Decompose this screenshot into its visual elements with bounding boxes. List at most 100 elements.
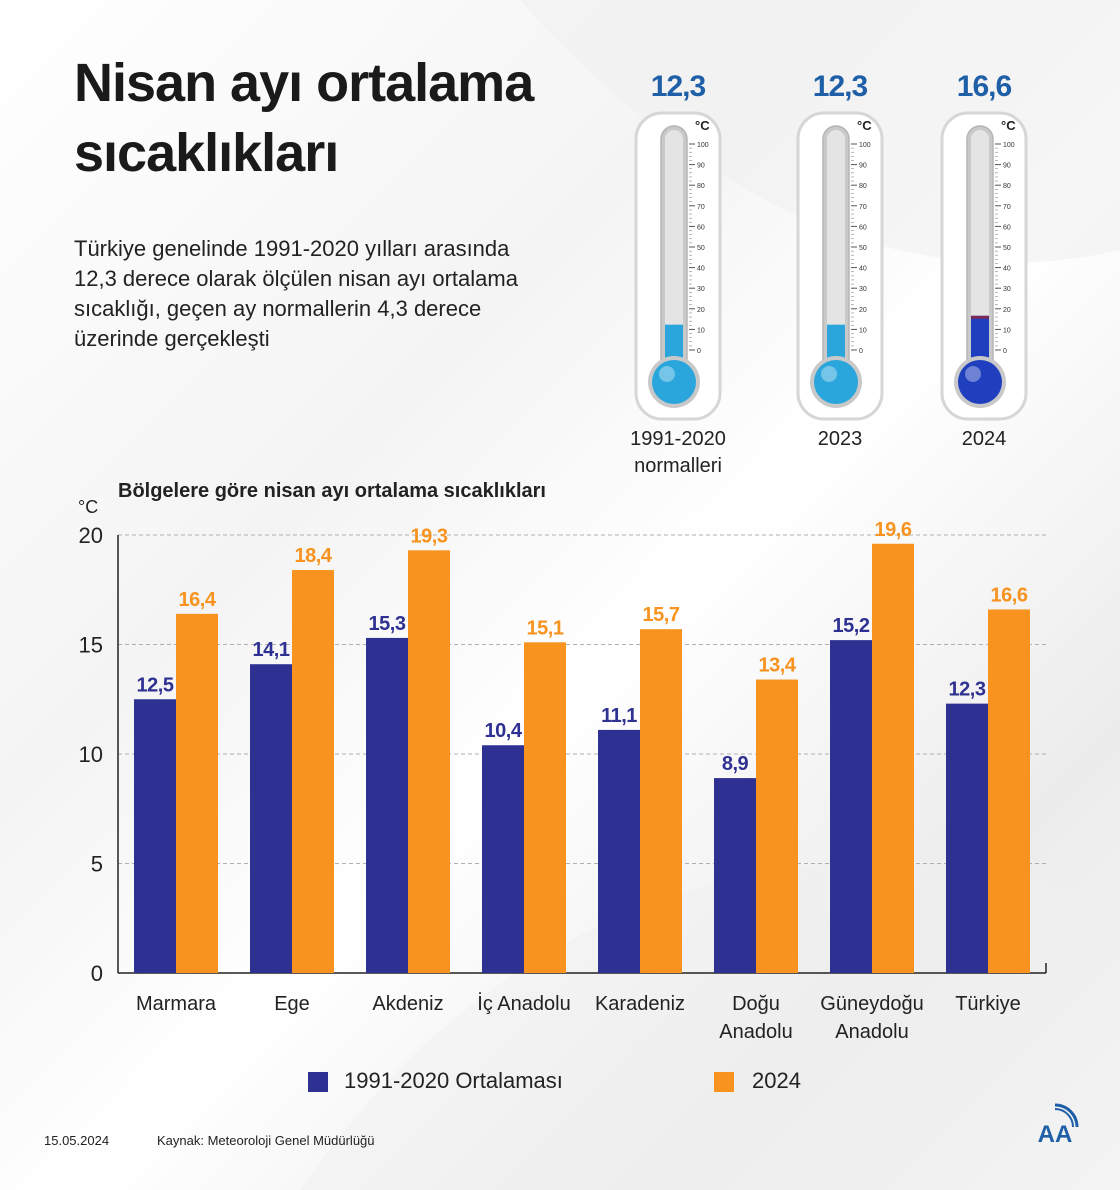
footer-source: Kaynak: Meteoroloji Genel Müdürlüğü <box>157 1133 375 1148</box>
svg-text:80: 80 <box>1003 183 1011 190</box>
svg-text:90: 90 <box>697 163 705 170</box>
legend-swatch-series2 <box>714 1072 734 1092</box>
legend-label-series2: 2024 <box>752 1068 801 1093</box>
bar-2024-6 <box>756 679 798 973</box>
svg-text:40: 40 <box>859 266 867 273</box>
svg-text:50: 50 <box>859 245 867 252</box>
bar-normal-8 <box>946 703 988 973</box>
bar-normal-4 <box>482 745 524 973</box>
x-category-label: Anadolu <box>835 1021 908 1043</box>
svg-text:40: 40 <box>697 266 705 273</box>
svg-text:10: 10 <box>859 327 867 334</box>
bar-value-label: 12,3 <box>949 679 986 701</box>
svg-text:70: 70 <box>859 204 867 211</box>
svg-text:40: 40 <box>1003 266 1011 273</box>
aa-logo: AA <box>1038 1103 1079 1148</box>
svg-text:30: 30 <box>697 286 705 293</box>
bar-value-label: 19,6 <box>875 519 912 541</box>
bar-value-label: 15,1 <box>527 617 564 639</box>
svg-text:90: 90 <box>859 163 867 170</box>
svg-text:100: 100 <box>1003 142 1015 149</box>
bar-normal-5 <box>598 729 640 973</box>
svg-text:100: 100 <box>697 142 709 149</box>
bar-normal-7 <box>830 640 872 973</box>
chart-legend: 1991-2020 Ortalaması 2024 <box>0 1068 1120 1098</box>
bar-2024-2 <box>292 570 334 973</box>
bar-2024-7 <box>872 543 914 973</box>
svg-text:80: 80 <box>697 183 705 190</box>
bar-2024-1 <box>176 613 218 973</box>
svg-text:60: 60 <box>697 224 705 231</box>
bar-value-label: 14,1 <box>253 639 290 661</box>
svg-text:60: 60 <box>1003 224 1011 231</box>
svg-text:30: 30 <box>859 286 867 293</box>
thermometer-label: 2024 <box>961 428 1007 450</box>
footer-date: 15.05.2024 <box>44 1133 110 1148</box>
svg-text:°C: °C <box>857 118 872 133</box>
svg-text:80: 80 <box>859 183 867 190</box>
svg-text:50: 50 <box>1003 245 1011 252</box>
bar-normal-3 <box>366 637 408 973</box>
svg-text:90: 90 <box>1003 163 1011 170</box>
y-tick-label: 15 <box>79 633 103 658</box>
svg-text:20: 20 <box>697 307 705 314</box>
x-category-label: Marmara <box>136 993 217 1015</box>
svg-text:60: 60 <box>859 224 867 231</box>
svg-text:20: 20 <box>1003 307 1011 314</box>
y-tick-label: 0 <box>91 961 103 986</box>
thermometer-value: 16,6 <box>956 70 1012 103</box>
x-category-label: Akdeniz <box>372 993 443 1015</box>
thermometer-value: 12,3 <box>812 70 868 103</box>
thermometer-label: 2023 <box>817 428 863 450</box>
svg-text:0: 0 <box>1003 348 1007 355</box>
x-category-label: Karadeniz <box>595 993 685 1015</box>
x-category-label: Doğu <box>732 993 780 1015</box>
legend-swatch-series1 <box>308 1072 328 1092</box>
bar-2024-3 <box>408 550 450 973</box>
legend-label-series1: 1991-2020 Ortalaması <box>344 1068 563 1093</box>
bar-value-label: 18,4 <box>295 545 333 567</box>
bar-value-label: 13,4 <box>759 655 797 677</box>
bar-value-label: 15,7 <box>643 604 680 626</box>
svg-text:10: 10 <box>697 327 705 334</box>
x-category-label: Ege <box>274 993 310 1015</box>
x-category-label: İç Anadolu <box>477 992 570 1015</box>
svg-text:10: 10 <box>1003 327 1011 334</box>
y-tick-label: 10 <box>79 742 103 767</box>
logo-text: AA <box>1038 1121 1073 1148</box>
bar-2024-4 <box>524 642 566 973</box>
bar-value-label: 16,6 <box>991 584 1028 606</box>
bar-normal-2 <box>250 664 292 973</box>
bar-2024-8 <box>988 609 1030 973</box>
svg-text:70: 70 <box>1003 204 1011 211</box>
x-category-label: Anadolu <box>719 1021 792 1043</box>
bar-normal-6 <box>714 778 756 973</box>
bar-value-label: 8,9 <box>722 753 749 775</box>
thermometer-value: 12,3 <box>650 70 706 103</box>
svg-text:0: 0 <box>859 348 863 355</box>
bar-value-label: 16,4 <box>179 589 217 611</box>
svg-text:20: 20 <box>859 307 867 314</box>
bar-value-label: 15,3 <box>369 613 406 635</box>
bar-value-label: 12,5 <box>137 674 174 696</box>
bar-value-label: 19,3 <box>411 525 448 547</box>
bar-normal-1 <box>134 699 176 973</box>
x-category-label: Güneydoğu <box>820 993 923 1015</box>
bar-value-label: 15,2 <box>833 615 870 637</box>
intro-text: Türkiye genelinde 1991-2020 yılları aras… <box>74 236 518 351</box>
thermometer-1: 12,3 100 90 80 70 60 50 40 30 20 10 0 °C 1991-2020 nor… <box>618 70 738 480</box>
y-tick-label: 5 <box>91 852 103 877</box>
thermometer-label: 1991-2020 normalleri <box>630 428 726 477</box>
bar-chart: 0 5 10 15 20 12,5 16,4 Marmara 14,1 18,4 Ege 15,3 19… <box>79 519 1047 1043</box>
bar-2024-5 <box>640 629 682 973</box>
svg-text:0: 0 <box>697 348 701 355</box>
svg-text:50: 50 <box>697 245 705 252</box>
svg-text:30: 30 <box>1003 286 1011 293</box>
svg-text:70: 70 <box>697 204 705 211</box>
page-title: Nisan ayı ortalama sıcaklıkları <box>74 53 534 183</box>
svg-text:100: 100 <box>859 142 871 149</box>
x-category-label: Türkiye <box>955 993 1021 1015</box>
